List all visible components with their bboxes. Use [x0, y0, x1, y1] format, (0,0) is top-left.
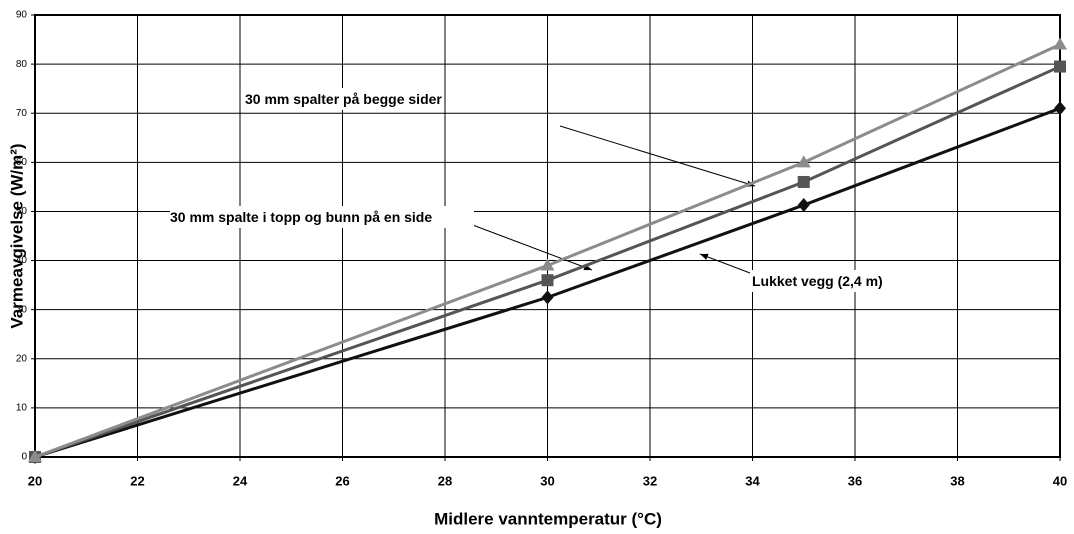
marker [541, 274, 554, 287]
marker [540, 258, 555, 271]
x-axis-label: Midlere vanntemperatur (°C) [434, 509, 662, 528]
annotation: 30 mm spalter på begge sider [245, 88, 442, 110]
marker [797, 198, 810, 213]
y-axis-label: Varmeavgivelse (W/m²) [7, 143, 26, 328]
y-tick-label: 60 [16, 157, 28, 168]
arrow [559, 125, 756, 187]
plot-frame [34, 14, 1061, 458]
y-tick-label: 20 [16, 353, 28, 364]
marker [796, 155, 811, 168]
x-tick-label: 20 [28, 473, 42, 488]
marker [1054, 60, 1066, 73]
y-tick-label: 90 [16, 10, 28, 21]
series-line [34, 106, 1061, 459]
marker [28, 450, 42, 462]
y-tick-label: 40 [16, 255, 28, 266]
y-tick-label: 10 [16, 403, 28, 414]
y-tick-label: 80 [16, 59, 28, 70]
x-tick-label: 34 [745, 473, 760, 488]
y-tick-label: 70 [16, 108, 28, 119]
x-tick-label: 26 [335, 473, 349, 488]
marker [1053, 37, 1067, 50]
x-tick-label: 40 [1053, 473, 1067, 488]
marker [797, 175, 810, 188]
x-tick-label: 38 [950, 473, 964, 488]
annotation: 30 mm spalte i topp og bunn på en side [170, 206, 474, 228]
y-tick-label: 30 [16, 304, 28, 315]
annotation: Lukket vegg (2,4 m) [752, 270, 883, 292]
x-tick-label: 36 [848, 473, 862, 488]
arrow [469, 223, 593, 271]
arrow [699, 253, 751, 274]
marker [541, 290, 554, 305]
series-line [34, 65, 1061, 459]
y-tick-label: 50 [16, 206, 28, 217]
series-line [34, 43, 1061, 459]
x-tick-label: 30 [540, 473, 554, 488]
x-tick-label: 32 [643, 473, 657, 488]
x-tick-label: 22 [130, 473, 144, 488]
marker [1054, 101, 1066, 116]
y-tick-label: 0 [21, 452, 27, 463]
x-tick-label: 28 [438, 473, 452, 488]
x-tick-label: 24 [233, 473, 248, 488]
